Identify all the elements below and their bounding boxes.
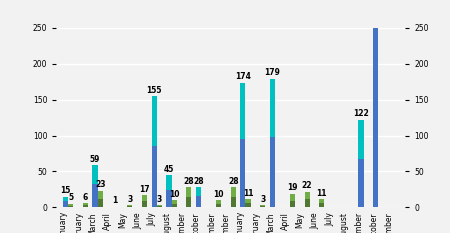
Text: 155: 155 bbox=[146, 86, 162, 95]
Text: 15: 15 bbox=[60, 186, 71, 195]
Bar bbox=[171, 204, 177, 207]
Text: 3: 3 bbox=[260, 195, 265, 204]
Text: 19: 19 bbox=[287, 183, 297, 192]
Bar bbox=[92, 184, 98, 207]
Bar bbox=[270, 137, 275, 207]
Bar bbox=[359, 120, 364, 159]
Bar bbox=[245, 203, 251, 207]
Bar bbox=[305, 192, 310, 199]
Bar bbox=[245, 199, 251, 203]
Bar bbox=[152, 146, 157, 207]
Bar bbox=[260, 205, 265, 206]
Bar bbox=[98, 199, 103, 207]
Text: 59: 59 bbox=[90, 154, 100, 164]
Bar bbox=[152, 96, 157, 146]
Bar bbox=[92, 165, 98, 184]
Bar bbox=[68, 204, 73, 206]
Bar bbox=[260, 206, 265, 207]
Text: 17: 17 bbox=[139, 185, 150, 194]
Bar bbox=[127, 206, 132, 207]
Bar bbox=[196, 196, 201, 207]
Bar bbox=[373, 0, 378, 207]
Bar bbox=[216, 200, 221, 204]
Text: 11: 11 bbox=[243, 189, 253, 198]
Text: 3: 3 bbox=[157, 195, 162, 204]
Bar bbox=[196, 187, 201, 196]
Bar bbox=[166, 190, 171, 207]
Bar bbox=[305, 199, 310, 207]
Bar bbox=[83, 203, 88, 205]
Text: 45: 45 bbox=[164, 165, 174, 174]
Text: 23: 23 bbox=[95, 180, 105, 189]
Text: 11: 11 bbox=[317, 189, 327, 198]
Bar bbox=[320, 203, 324, 207]
Bar bbox=[166, 175, 171, 190]
Text: 179: 179 bbox=[265, 69, 280, 78]
Text: 28: 28 bbox=[228, 177, 238, 186]
Text: 28: 28 bbox=[193, 177, 204, 186]
Bar bbox=[290, 194, 295, 201]
Text: 6: 6 bbox=[83, 193, 88, 202]
Bar bbox=[171, 200, 177, 204]
Bar bbox=[240, 82, 245, 139]
Bar bbox=[216, 204, 221, 207]
Text: 5: 5 bbox=[68, 193, 73, 202]
Bar bbox=[157, 206, 162, 207]
Bar bbox=[127, 205, 132, 206]
Bar bbox=[142, 195, 147, 201]
Text: 122: 122 bbox=[353, 109, 369, 118]
Bar bbox=[157, 205, 162, 206]
Bar bbox=[240, 139, 245, 207]
Bar bbox=[142, 201, 147, 207]
Text: 3: 3 bbox=[127, 195, 132, 204]
Bar bbox=[98, 191, 103, 199]
Text: 22: 22 bbox=[302, 181, 312, 190]
Bar bbox=[83, 205, 88, 207]
Bar bbox=[68, 206, 73, 207]
Bar bbox=[186, 187, 191, 197]
Text: 10: 10 bbox=[213, 190, 224, 199]
Bar bbox=[63, 197, 68, 202]
Bar bbox=[359, 159, 364, 207]
Bar bbox=[320, 199, 324, 203]
Bar bbox=[186, 197, 191, 207]
Bar bbox=[270, 79, 275, 137]
Bar bbox=[230, 187, 236, 197]
Bar bbox=[63, 202, 68, 207]
Text: 10: 10 bbox=[169, 190, 180, 199]
Bar bbox=[230, 197, 236, 207]
Bar bbox=[290, 201, 295, 207]
Text: 174: 174 bbox=[235, 72, 251, 81]
Text: 28: 28 bbox=[184, 177, 194, 186]
Text: 1: 1 bbox=[112, 196, 117, 205]
